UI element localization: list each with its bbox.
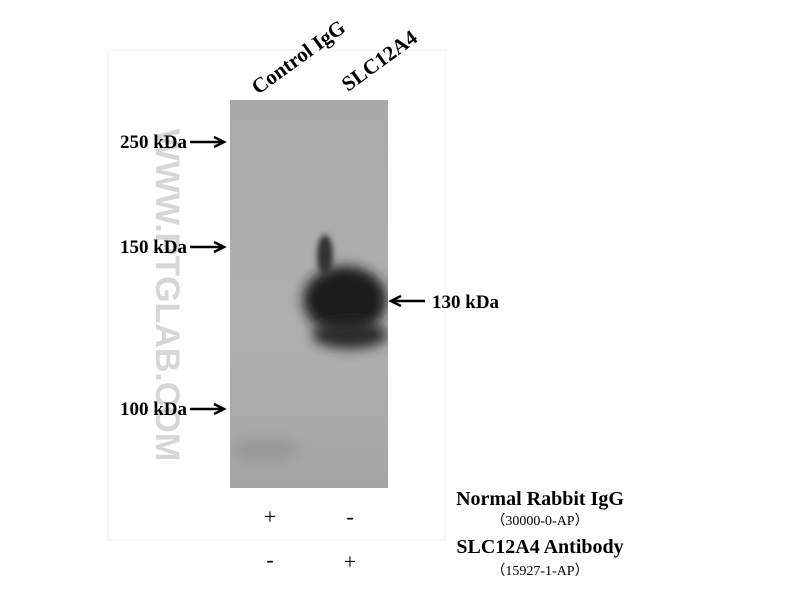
condition-sign: - [266, 547, 273, 572]
catalog-label: （30000-0-AP） [491, 513, 588, 529]
marker-label: 100 kDa [120, 399, 188, 420]
frame [107, 49, 446, 541]
reagent-label: Normal Rabbit IgG [456, 488, 624, 510]
catalog-label: （15927-1-AP） [491, 563, 588, 579]
band-marker: 130 kDa [388, 292, 500, 313]
marker-250: 250 kDa [120, 132, 227, 153]
condition-sign: - [346, 504, 353, 529]
lane-label: Control IgG [247, 15, 350, 99]
blot [230, 100, 388, 488]
watermark: WWW.PTGLAB.COM [148, 129, 186, 461]
marker-100: 100 kDa [120, 399, 227, 420]
condition-sign: + [264, 504, 276, 529]
marker-label: 250 kDa [120, 132, 188, 153]
band-label: 130 kDa [432, 292, 500, 313]
condition-sign: + [344, 549, 356, 574]
lane-label: SLC12A4 [337, 25, 422, 96]
marker-label: 150 kDa [120, 237, 188, 258]
reagent-label: SLC12A4 Antibody [456, 536, 623, 558]
marker-150: 150 kDa [120, 237, 227, 258]
